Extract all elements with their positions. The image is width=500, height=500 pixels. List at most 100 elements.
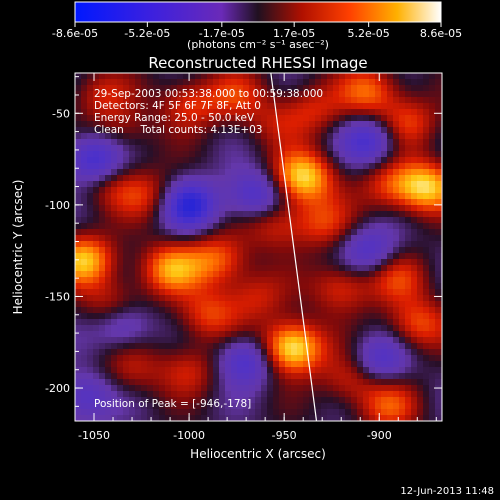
heatmap-cell xyxy=(243,331,250,338)
heatmap-cell xyxy=(177,103,184,110)
heatmap-cell xyxy=(411,241,418,248)
heatmap-cell xyxy=(333,187,340,194)
heatmap-cell xyxy=(309,169,316,176)
heatmap-cell xyxy=(399,127,406,134)
heatmap-cell xyxy=(171,97,178,104)
heatmap-cell xyxy=(339,277,346,284)
heatmap-cell xyxy=(261,313,268,320)
heatmap-cell xyxy=(153,79,160,86)
heatmap-cell xyxy=(411,139,418,146)
heatmap-cell xyxy=(141,247,148,254)
heatmap-cell xyxy=(171,79,178,86)
heatmap-cell xyxy=(363,415,370,421)
heatmap-cell xyxy=(87,379,94,386)
heatmap-cell xyxy=(309,103,316,110)
heatmap-cell xyxy=(135,391,142,398)
heatmap-cell xyxy=(405,409,412,416)
heatmap-cell xyxy=(303,265,310,272)
heatmap-cell xyxy=(417,349,424,356)
heatmap-cell xyxy=(213,385,220,392)
heatmap-cell xyxy=(147,319,154,326)
heatmap-cell xyxy=(321,409,328,416)
heatmap-cell xyxy=(417,379,424,386)
heatmap-cell xyxy=(237,163,244,170)
heatmap-cell xyxy=(333,337,340,344)
heatmap-cell xyxy=(345,355,352,362)
heatmap-cell xyxy=(75,205,82,212)
heatmap-cell xyxy=(309,331,316,338)
heatmap-cell xyxy=(351,145,358,152)
heatmap-cell xyxy=(333,211,340,218)
heatmap-cell xyxy=(123,253,130,260)
heatmap-cell xyxy=(279,313,286,320)
heatmap-cell xyxy=(243,307,250,314)
heatmap-cell xyxy=(285,115,292,122)
heatmap-cell xyxy=(135,307,142,314)
heatmap-cell xyxy=(105,397,112,404)
heatmap-cell xyxy=(189,265,196,272)
heatmap-cell xyxy=(201,73,208,80)
heatmap-cell xyxy=(321,157,328,164)
heatmap-cell xyxy=(255,109,262,116)
heatmap-cell xyxy=(351,121,358,128)
heatmap-cell xyxy=(153,265,160,272)
heatmap-cell xyxy=(357,121,364,128)
heatmap-cell xyxy=(123,367,130,374)
heatmap-cell xyxy=(327,151,334,158)
heatmap-cell xyxy=(225,223,232,230)
heatmap-cell xyxy=(237,373,244,380)
heatmap-cell xyxy=(111,91,118,98)
heatmap-cell xyxy=(159,307,166,314)
heatmap-cell xyxy=(201,229,208,236)
heatmap-cell xyxy=(405,85,412,92)
heatmap-cell xyxy=(75,343,82,350)
y-tick-label: -200 xyxy=(45,382,70,395)
heatmap-cell xyxy=(213,271,220,278)
heatmap-cell xyxy=(171,367,178,374)
heatmap-cell xyxy=(387,139,394,146)
heatmap-cell xyxy=(285,409,292,416)
heatmap-cell xyxy=(135,265,142,272)
heatmap-cell xyxy=(225,397,232,404)
heatmap-cell xyxy=(303,139,310,146)
heatmap-cell xyxy=(321,97,328,104)
heatmap-cell xyxy=(159,259,166,266)
heatmap-cell xyxy=(141,229,148,236)
heatmap-cell xyxy=(207,139,214,146)
heatmap-cell xyxy=(333,379,340,386)
heatmap-cell xyxy=(111,169,118,176)
heatmap-cell xyxy=(363,139,370,146)
heatmap-cell xyxy=(429,247,436,254)
heatmap-cell xyxy=(267,367,274,374)
heatmap-cell xyxy=(381,133,388,140)
heatmap-cell xyxy=(147,397,154,404)
heatmap-cell xyxy=(435,325,442,332)
heatmap-cell xyxy=(81,145,88,152)
annotation-time-range: 29-Sep-2003 00:53:38.000 to 00:59:38.000 xyxy=(94,88,323,100)
heatmap-cell xyxy=(123,283,130,290)
heatmap-cell xyxy=(399,391,406,398)
heatmap-cell xyxy=(105,109,112,116)
heatmap-cell xyxy=(225,355,232,362)
heatmap-cell xyxy=(141,97,148,104)
heatmap-cell xyxy=(189,241,196,248)
heatmap-cell xyxy=(183,391,190,398)
heatmap-cell xyxy=(249,319,256,326)
heatmap-cell xyxy=(117,169,124,176)
heatmap-cell xyxy=(429,277,436,284)
heatmap-cell xyxy=(93,271,100,278)
heatmap-cell xyxy=(369,97,376,104)
heatmap-cell xyxy=(309,175,316,182)
heatmap-cell xyxy=(351,355,358,362)
heatmap-cell xyxy=(111,349,118,356)
heatmap-cell xyxy=(273,79,280,86)
heatmap-cell xyxy=(99,229,106,236)
heatmap-cell xyxy=(177,391,184,398)
heatmap-cell xyxy=(135,379,142,386)
heatmap-cell xyxy=(105,241,112,248)
heatmap-cell xyxy=(93,409,100,416)
heatmap-cell xyxy=(129,73,136,80)
heatmap-cell xyxy=(141,91,148,98)
heatmap-cell xyxy=(135,373,142,380)
heatmap-cell xyxy=(303,133,310,140)
